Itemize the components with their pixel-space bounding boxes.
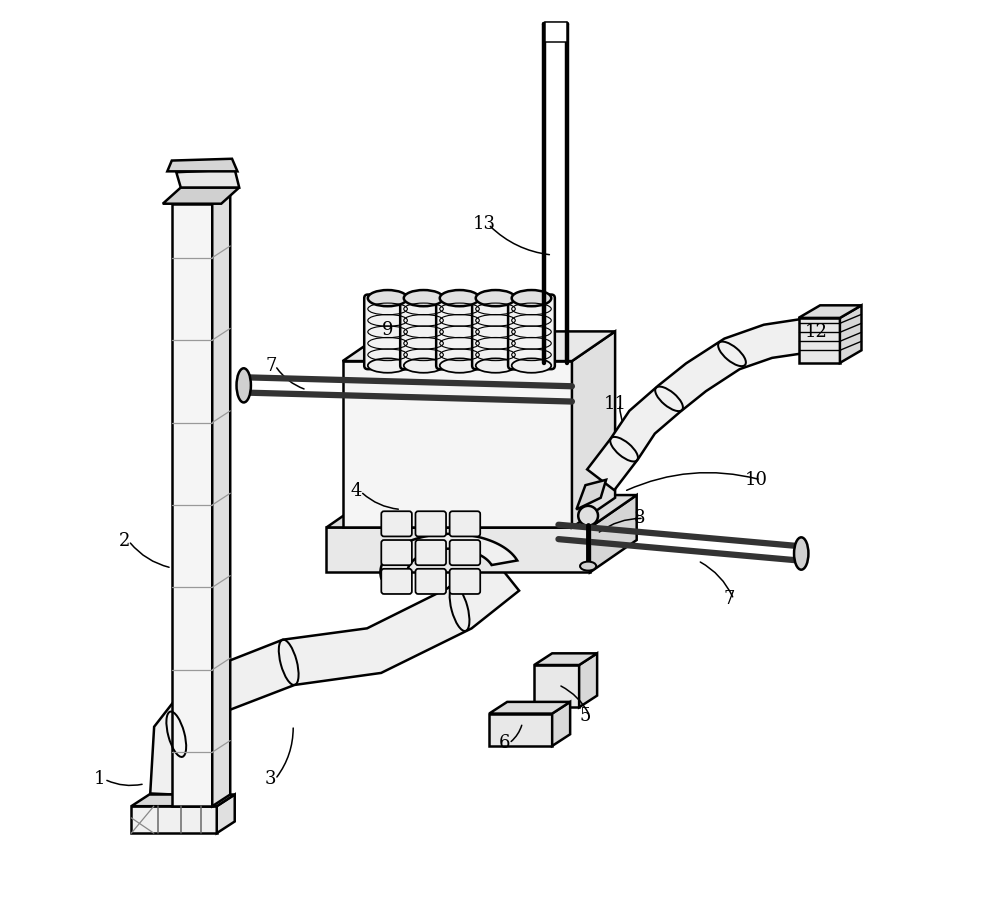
Polygon shape (840, 305, 861, 363)
Text: 3: 3 (265, 770, 276, 788)
FancyBboxPatch shape (508, 295, 555, 369)
Polygon shape (534, 653, 597, 665)
Polygon shape (326, 495, 637, 528)
FancyBboxPatch shape (436, 295, 483, 369)
Polygon shape (587, 319, 806, 490)
Polygon shape (590, 495, 637, 573)
FancyBboxPatch shape (472, 295, 519, 369)
Polygon shape (343, 361, 572, 528)
Bar (545, 22, 567, 41)
Text: 7: 7 (265, 356, 276, 374)
Polygon shape (150, 554, 519, 796)
Ellipse shape (237, 368, 251, 402)
Ellipse shape (440, 290, 479, 306)
FancyBboxPatch shape (381, 540, 412, 566)
FancyBboxPatch shape (364, 295, 411, 369)
Polygon shape (176, 170, 239, 188)
Ellipse shape (476, 290, 515, 306)
Ellipse shape (578, 506, 598, 526)
Ellipse shape (404, 290, 443, 306)
Text: 2: 2 (118, 532, 130, 550)
Ellipse shape (512, 290, 551, 306)
Ellipse shape (794, 538, 808, 570)
Ellipse shape (368, 358, 407, 373)
Ellipse shape (404, 358, 443, 373)
Polygon shape (163, 188, 239, 204)
Polygon shape (534, 665, 579, 707)
Polygon shape (326, 528, 590, 573)
Text: 9: 9 (382, 320, 393, 338)
Text: 13: 13 (472, 216, 495, 234)
FancyBboxPatch shape (450, 569, 480, 594)
Polygon shape (343, 331, 615, 361)
Text: 10: 10 (745, 471, 768, 489)
FancyBboxPatch shape (450, 511, 480, 537)
Polygon shape (380, 534, 517, 578)
Polygon shape (572, 331, 615, 528)
Polygon shape (489, 702, 570, 713)
Ellipse shape (512, 358, 551, 373)
Polygon shape (167, 159, 237, 171)
Text: 1: 1 (94, 770, 106, 788)
FancyBboxPatch shape (381, 511, 412, 537)
Polygon shape (217, 795, 235, 833)
FancyBboxPatch shape (415, 511, 446, 537)
FancyBboxPatch shape (381, 569, 412, 594)
Text: 6: 6 (499, 734, 510, 752)
Polygon shape (172, 204, 212, 806)
Polygon shape (799, 305, 861, 318)
Polygon shape (131, 806, 217, 833)
Ellipse shape (476, 358, 515, 373)
Text: 12: 12 (805, 323, 828, 341)
FancyBboxPatch shape (415, 569, 446, 594)
Ellipse shape (368, 290, 407, 306)
Polygon shape (579, 653, 597, 707)
FancyBboxPatch shape (400, 295, 447, 369)
Text: 8: 8 (634, 510, 645, 528)
Ellipse shape (440, 358, 479, 373)
Text: 7: 7 (724, 591, 735, 608)
Polygon shape (212, 192, 230, 806)
FancyBboxPatch shape (450, 540, 480, 566)
Polygon shape (552, 702, 570, 746)
Text: 4: 4 (350, 483, 362, 501)
Text: 11: 11 (604, 395, 627, 413)
Polygon shape (489, 713, 552, 746)
Polygon shape (799, 318, 840, 363)
Polygon shape (576, 480, 606, 510)
Polygon shape (131, 795, 235, 806)
Text: 5: 5 (580, 707, 591, 725)
Ellipse shape (580, 562, 596, 571)
FancyBboxPatch shape (415, 540, 446, 566)
